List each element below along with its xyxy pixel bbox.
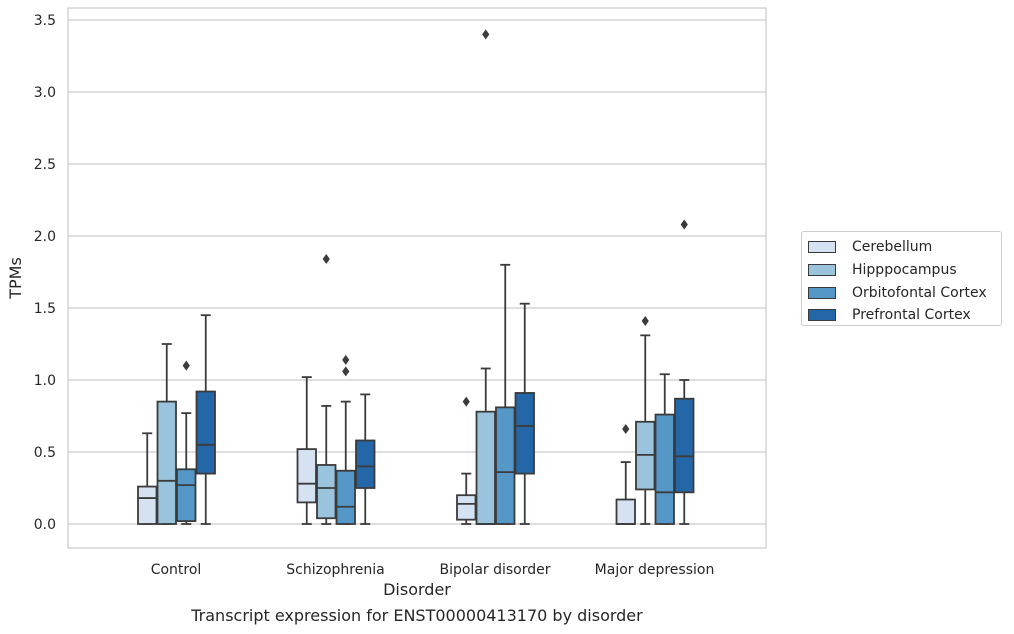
box-2-3 [654, 373, 675, 525]
box-0-2 [456, 396, 477, 525]
legend-label: Prefrontal Cortex [852, 307, 971, 324]
legend-label: Hipppocampus [852, 262, 957, 279]
legend-swatch [808, 286, 836, 299]
legend-item: Prefrontal Cortex [808, 304, 1001, 327]
y-tick-label: 3.0 [34, 85, 56, 101]
grid-lines [68, 19, 766, 525]
box-body [176, 468, 197, 523]
box-2-0 [176, 360, 197, 525]
box-0-0 [137, 432, 158, 525]
box-body [615, 498, 636, 525]
legend-label: Orbitofontal Cortex [852, 284, 987, 301]
legend-label: Cerebellum [852, 239, 933, 256]
legend: Cerebellum Hipppocampus Orbitofontal Corte… [801, 231, 1002, 326]
y-tick-label: 0.5 [34, 445, 56, 461]
box-body [514, 392, 535, 475]
y-tick-label: 1.5 [34, 301, 56, 317]
box-3-1 [355, 393, 376, 525]
box-1-0 [156, 343, 177, 525]
x-tick-label: Major depression [595, 562, 715, 578]
y-tick-label: 1.0 [34, 373, 56, 389]
x-tick-label: Schizophrenia [286, 562, 384, 578]
legend-item: Orbitofontal Cortex [808, 281, 1001, 304]
x-tick-label: Bipolar disorder [439, 562, 550, 578]
y-tick-label: 3.5 [34, 13, 56, 29]
box-body [296, 448, 317, 504]
x-tick-labels: Control Schizophrenia Bipolar disorder Majo… [151, 562, 715, 578]
box-1-2 [475, 29, 496, 525]
outlier-point [622, 423, 630, 434]
box-body [316, 464, 337, 520]
box-body [495, 406, 516, 525]
y-tick-label: 2.0 [34, 229, 56, 245]
legend-item: Hipppocampus [808, 259, 1001, 282]
box-0-3 [615, 423, 636, 525]
legend-item: Cerebellum [808, 236, 1001, 259]
y-axis-label: TPMs [6, 257, 25, 300]
outlier-point [342, 354, 350, 365]
plot-frame [67, 7, 767, 549]
box-3-2 [514, 302, 535, 525]
box-3-3 [674, 219, 695, 525]
box-1-3 [635, 315, 656, 525]
outlier-point [462, 396, 470, 407]
box-body [195, 390, 216, 475]
x-axis-label: Disorder [383, 580, 451, 599]
outlier-point [182, 360, 190, 371]
box-body [156, 400, 177, 525]
outlier-point [680, 219, 688, 230]
y-tick-label: 2.5 [34, 157, 56, 173]
box-body [335, 469, 356, 525]
box-body [475, 410, 496, 525]
y-tick-labels: 0.0 0.5 1.0 1.5 2.0 2.5 3.0 3.5 [34, 13, 56, 533]
x-tick-label: Control [151, 562, 202, 578]
legend-swatch [808, 264, 836, 277]
box-3-0 [195, 314, 216, 525]
box-1-1 [316, 254, 337, 525]
figure-caption: Transcript expression for ENST0000041317… [191, 606, 643, 625]
legend-swatch [808, 309, 836, 322]
outlier-point [342, 366, 350, 377]
y-tick-label: 0.0 [34, 517, 56, 533]
box-body [137, 485, 158, 525]
box-2-1 [335, 354, 356, 525]
outlier-point [322, 254, 330, 265]
box-0-1 [296, 376, 317, 525]
boxes [137, 29, 695, 525]
box-body [355, 439, 376, 489]
box-body [674, 397, 695, 494]
box-body [654, 413, 675, 525]
outlier-point [482, 29, 490, 40]
box-2-2 [495, 263, 516, 525]
legend-swatch [808, 241, 836, 254]
box-body [456, 494, 477, 521]
outlier-point [641, 315, 649, 326]
